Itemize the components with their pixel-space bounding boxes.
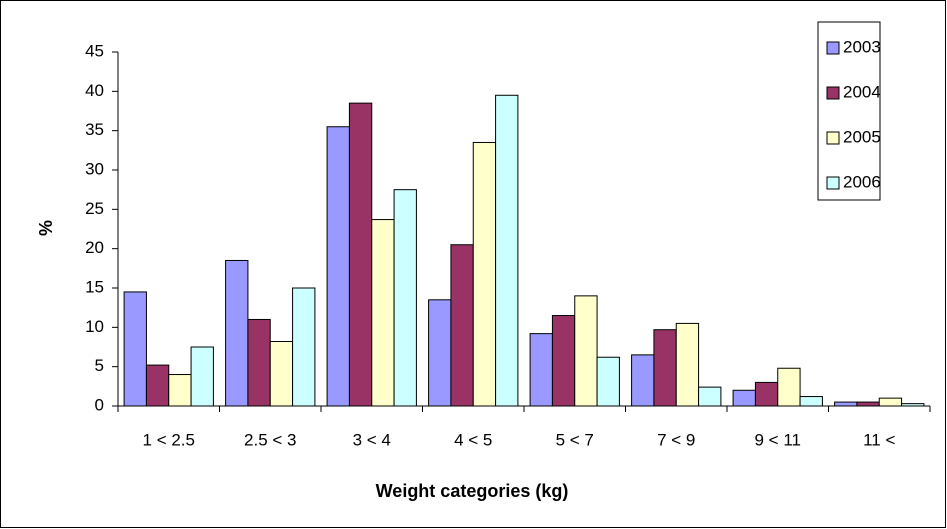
bar (529, 333, 553, 407)
x-tick-label: 7 < 9 (657, 430, 695, 449)
bar (754, 381, 779, 407)
x-tick-label: 2.5 < 3 (244, 430, 296, 449)
bar (596, 356, 620, 407)
bar (732, 389, 756, 407)
y-tick-label: 0 (95, 395, 104, 414)
bar (551, 315, 576, 407)
bar (123, 291, 147, 407)
bar (698, 386, 722, 407)
bar (428, 299, 452, 407)
legend-label: 2005 (843, 127, 881, 146)
bar (168, 374, 192, 407)
legend-label: 2003 (843, 37, 881, 56)
bar (574, 295, 598, 407)
bar (472, 141, 497, 407)
legend-swatch (826, 86, 840, 100)
bar (834, 401, 858, 407)
bar (856, 401, 880, 407)
bar (145, 364, 170, 407)
bar (326, 126, 350, 407)
y-tick-label: 25 (85, 199, 104, 218)
bar (631, 354, 655, 407)
bar (292, 287, 316, 407)
x-axis-label: Weight categories (kg) (376, 481, 569, 501)
y-tick-label: 10 (85, 317, 104, 336)
y-tick-label: 30 (85, 159, 104, 178)
legend-swatch (826, 176, 840, 190)
bar (450, 244, 474, 407)
y-tick-label: 40 (85, 81, 104, 100)
x-tick-label: 11 < (863, 430, 895, 449)
x-tick-label: 1 < 2.5 (143, 430, 195, 449)
bar (225, 259, 249, 407)
legend-swatch (826, 131, 840, 145)
y-tick-label: 20 (85, 238, 104, 257)
legend-label: 2004 (843, 82, 881, 101)
x-tick-label: 3 < 4 (353, 430, 391, 449)
bar (190, 346, 214, 407)
y-tick-label: 5 (95, 356, 104, 375)
bar (653, 329, 677, 407)
bar (393, 189, 417, 407)
y-tick-label: 45 (85, 41, 104, 60)
y-tick-label: 15 (85, 277, 104, 296)
bar (777, 367, 801, 407)
bar (495, 94, 519, 407)
y-tick-label: 35 (85, 120, 104, 139)
bar (799, 396, 823, 407)
bar (269, 340, 294, 407)
x-tick-label: 4 < 5 (454, 430, 492, 449)
bar (348, 102, 373, 407)
y-axis-label: % (36, 220, 56, 236)
legend-swatch (826, 41, 840, 55)
legend-label: 2006 (843, 172, 881, 191)
bar (371, 219, 395, 407)
bar (878, 397, 903, 407)
x-tick-label: 5 < 7 (556, 430, 594, 449)
x-tick-label: 9 < 11 (755, 430, 801, 449)
bar (247, 318, 271, 407)
bar (675, 322, 700, 407)
